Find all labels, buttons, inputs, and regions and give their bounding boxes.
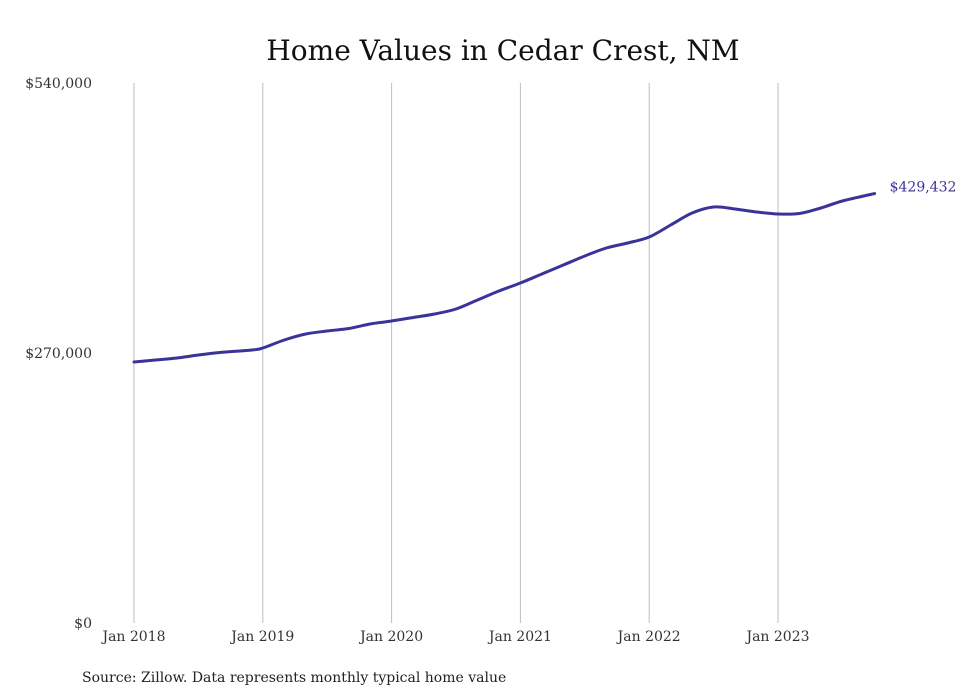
data-point — [305, 333, 307, 335]
source-note: Source: Zillow. Data represents monthly … — [82, 670, 506, 686]
x-tick-label: Jan 2022 — [616, 629, 681, 645]
data-point — [476, 299, 478, 301]
series-line-0 — [132, 192, 877, 364]
data-point — [498, 290, 500, 292]
data-point — [197, 354, 199, 356]
data-point — [519, 282, 521, 284]
data-point — [433, 313, 435, 315]
grid-layer — [133, 83, 779, 623]
data-point — [562, 264, 564, 266]
x-tick-label: Jan 2020 — [358, 629, 423, 645]
data-point — [133, 361, 135, 363]
data-point — [154, 359, 156, 361]
data-point — [326, 330, 328, 332]
chart-title: Home Values in Cedar Crest, NM — [266, 34, 739, 67]
x-tick-label: Jan 2023 — [744, 629, 809, 645]
data-point — [412, 316, 414, 318]
data-point — [455, 308, 457, 310]
data-point — [734, 208, 736, 210]
data-point — [627, 242, 629, 244]
x-tick-label: Jan 2018 — [100, 629, 165, 645]
y-tick-label: $0 — [74, 616, 92, 632]
y-tick-label: $540,000 — [25, 76, 92, 92]
data-point — [541, 273, 543, 275]
data-point — [820, 207, 822, 209]
data-point — [262, 347, 264, 349]
y-tick-label: $270,000 — [25, 346, 92, 362]
x-tick-label: Jan 2019 — [229, 629, 294, 645]
x-axis: Jan 2018 Jan 2019 Jan 2020 Jan 2021 Jan 2022… — [100, 629, 809, 645]
data-point — [691, 212, 693, 214]
series-layer — [132, 192, 877, 364]
data-point — [755, 211, 757, 213]
x-tick-label: Jan 2021 — [487, 629, 552, 645]
data-point — [605, 247, 607, 249]
data-point — [841, 200, 843, 202]
y-axis: $0 $270,000 $540,000 — [25, 76, 92, 632]
annotation-layer: $429,432 — [890, 180, 957, 196]
data-point — [712, 206, 714, 208]
data-point — [251, 349, 253, 351]
data-point — [347, 327, 349, 329]
end-value-label: $429,432 — [890, 180, 957, 196]
data-point — [669, 224, 671, 226]
data-point — [369, 323, 371, 325]
data-point — [873, 192, 875, 194]
data-point — [584, 255, 586, 257]
data-point — [798, 212, 800, 214]
data-point — [283, 339, 285, 341]
data-point — [176, 357, 178, 359]
data-point — [648, 236, 650, 238]
data-point — [777, 213, 779, 215]
data-point — [219, 351, 221, 353]
data-point — [390, 320, 392, 322]
